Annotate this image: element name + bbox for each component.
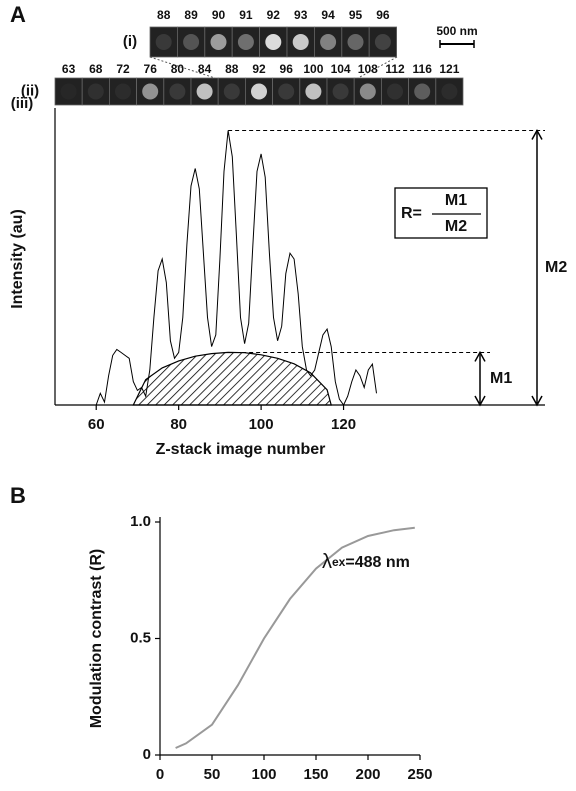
frame-number: 90 bbox=[212, 8, 226, 22]
m1-label: M1 bbox=[490, 370, 512, 387]
frame-spot bbox=[142, 84, 158, 100]
y-tick-label: 1.0 bbox=[130, 513, 151, 530]
x-tick-label: 80 bbox=[170, 416, 187, 433]
frame-spot bbox=[360, 84, 376, 100]
frame-spot bbox=[441, 84, 457, 100]
panel-sublabel: (iii) bbox=[11, 95, 34, 112]
frame-spot bbox=[61, 84, 77, 100]
frame-number: 116 bbox=[413, 62, 433, 76]
frame-number: 104 bbox=[331, 62, 351, 76]
frame-spot bbox=[211, 34, 227, 50]
frame-number: 100 bbox=[303, 62, 323, 76]
frame-number: 84 bbox=[198, 62, 212, 76]
y-tick-label: 0 bbox=[143, 746, 151, 763]
frame-number: 80 bbox=[171, 62, 185, 76]
chart-a: 60 80 100 120 Z-stack image number Intensity … bbox=[9, 95, 567, 458]
x-tick-label: 100 bbox=[251, 766, 276, 783]
frame-spot bbox=[156, 34, 172, 50]
frame-number: 88 bbox=[225, 62, 239, 76]
frame-number: 96 bbox=[376, 8, 390, 22]
panel-label: B bbox=[10, 483, 26, 508]
frame-spot bbox=[333, 84, 349, 100]
panel-label: A bbox=[10, 2, 26, 27]
x-tick-label: 50 bbox=[204, 766, 221, 783]
m2-label: M2 bbox=[545, 259, 567, 276]
frame-spot bbox=[169, 84, 185, 100]
frame-number: 95 bbox=[349, 8, 363, 22]
frame-spot bbox=[115, 84, 131, 100]
frame-number: 89 bbox=[184, 8, 198, 22]
frame-spot bbox=[238, 34, 254, 50]
frame-number: 92 bbox=[267, 8, 281, 22]
frame-number: 68 bbox=[89, 62, 103, 76]
frame-spot bbox=[251, 84, 267, 100]
ratio-label: R= bbox=[401, 205, 422, 222]
figure: A B 500 nm (i)888990919293949596(ii)6368… bbox=[0, 0, 576, 791]
annotation-part: =488 nm bbox=[345, 554, 409, 571]
frame-number: 72 bbox=[116, 62, 130, 76]
frame-spot bbox=[265, 34, 281, 50]
frame-number: 91 bbox=[239, 8, 253, 22]
x-tick-label: 120 bbox=[331, 416, 356, 433]
frame-spot bbox=[224, 84, 240, 100]
x-tick-label: 100 bbox=[249, 416, 274, 433]
strip-label: (i) bbox=[123, 33, 137, 50]
x-tick-label: 250 bbox=[407, 766, 432, 783]
y-axis-label: Intensity (au) bbox=[9, 209, 26, 309]
x-tick-label: 200 bbox=[355, 766, 380, 783]
ratio-numerator: M1 bbox=[445, 192, 467, 209]
frame-spot bbox=[320, 34, 336, 50]
x-tick-label: 150 bbox=[303, 766, 328, 783]
frame-number: 96 bbox=[280, 62, 294, 76]
frame-number: 112 bbox=[385, 62, 405, 76]
y-tick-label: 0.5 bbox=[130, 629, 151, 646]
frame-spot bbox=[88, 84, 104, 100]
frame-number: 121 bbox=[439, 62, 459, 76]
x-tick-label: 60 bbox=[88, 416, 105, 433]
frame-spot bbox=[183, 34, 199, 50]
frame-number: 94 bbox=[321, 8, 335, 22]
frame-spot bbox=[293, 34, 309, 50]
frame-number: 93 bbox=[294, 8, 308, 22]
frame-spot bbox=[278, 84, 294, 100]
hatched-region bbox=[133, 352, 331, 405]
frame-number: 92 bbox=[252, 62, 266, 76]
frame-spot bbox=[305, 84, 321, 100]
frame-number: 108 bbox=[358, 62, 378, 76]
frame-spot bbox=[348, 34, 364, 50]
frame-spot bbox=[414, 84, 430, 100]
scale-bar-label: 500 nm bbox=[436, 24, 477, 38]
frame-number: 88 bbox=[157, 8, 171, 22]
annotation: λex=488 nm bbox=[322, 551, 410, 573]
x-axis-label: Z-stack image number bbox=[156, 441, 326, 458]
x-tick-label: 0 bbox=[156, 766, 164, 783]
frame-spot bbox=[387, 84, 403, 100]
y-axis-label: Modulation contrast (R) bbox=[88, 549, 105, 729]
frame-number: 63 bbox=[62, 62, 76, 76]
annotation-part: λ bbox=[322, 551, 332, 573]
frame-number: 76 bbox=[144, 62, 158, 76]
frame-spot bbox=[375, 34, 391, 50]
annotation-part: ex bbox=[332, 555, 346, 569]
frame-spot bbox=[197, 84, 213, 100]
ratio-denominator: M2 bbox=[445, 218, 467, 235]
